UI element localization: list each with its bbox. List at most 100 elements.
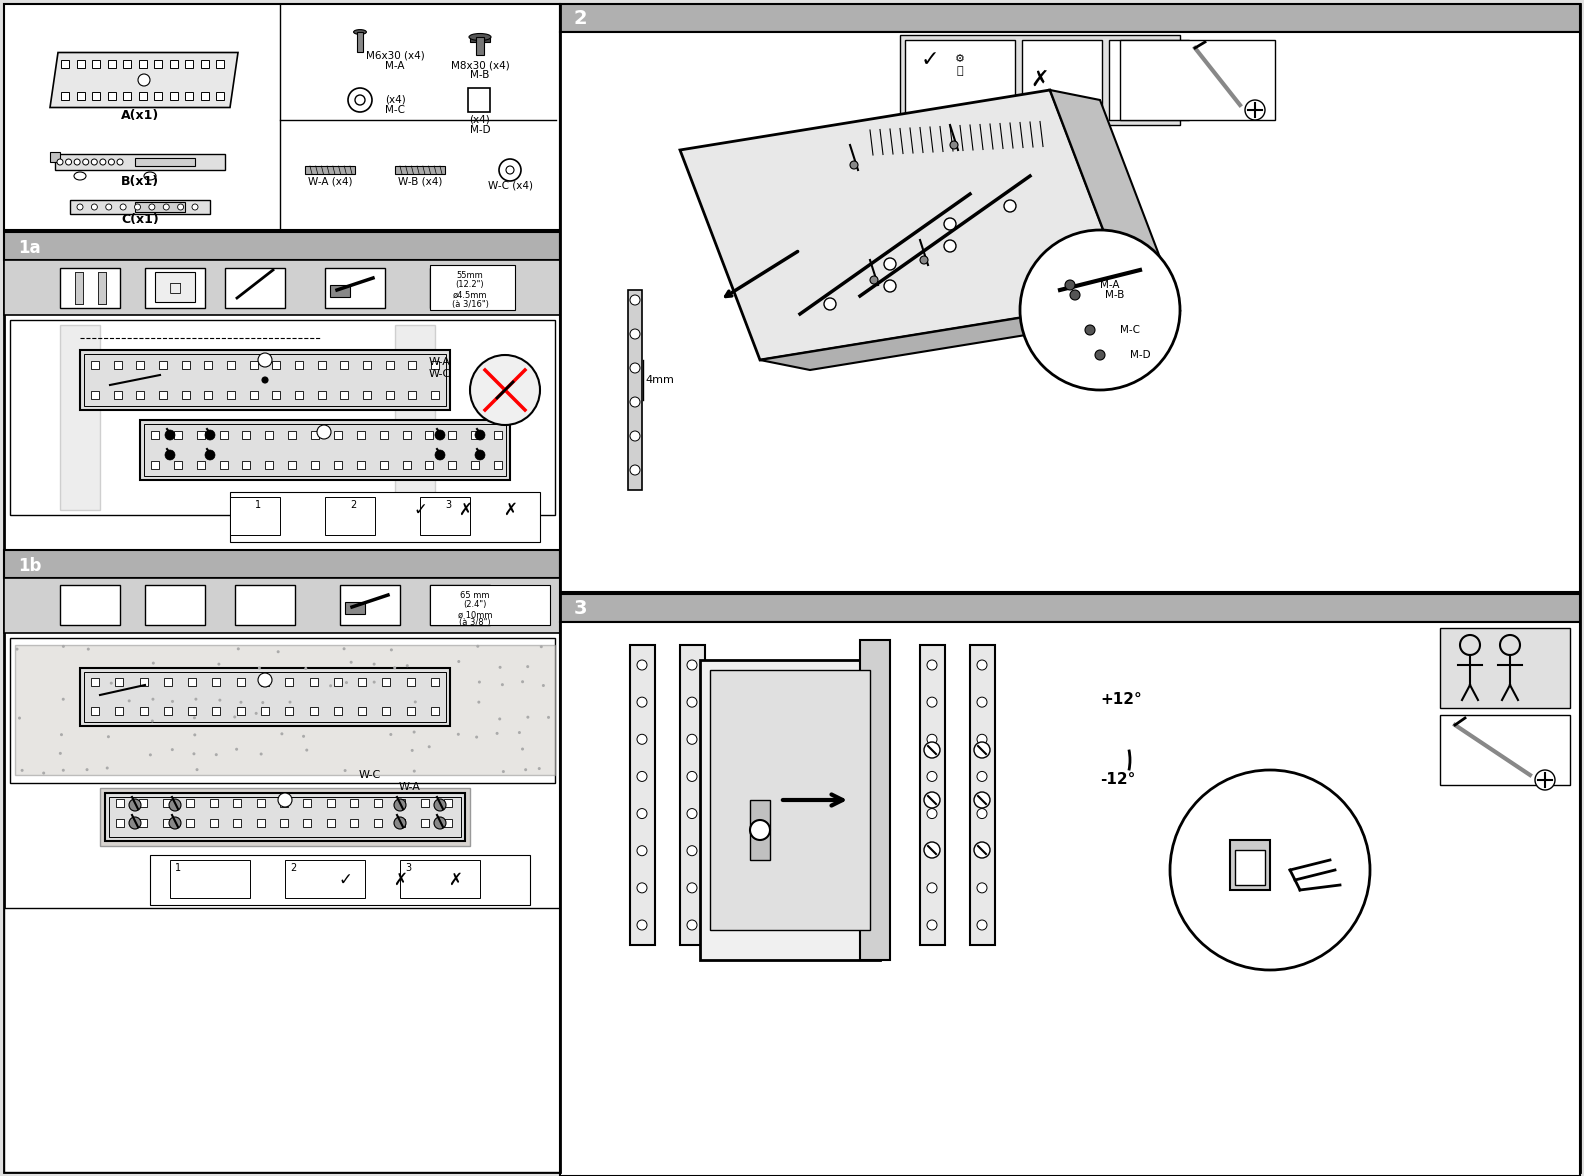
Circle shape (117, 159, 124, 165)
Circle shape (393, 667, 396, 669)
Circle shape (258, 673, 272, 687)
Bar (209, 818, 217, 827)
Bar (242, 430, 250, 439)
Bar (318, 390, 326, 399)
Text: ✓: ✓ (413, 501, 428, 519)
Bar (394, 325, 436, 510)
Bar (444, 799, 451, 807)
Text: 1a: 1a (19, 239, 41, 258)
Circle shape (177, 203, 184, 211)
Circle shape (974, 742, 990, 759)
Circle shape (128, 683, 131, 686)
Circle shape (687, 846, 697, 856)
Circle shape (369, 715, 371, 719)
Bar (904, 40, 1015, 120)
Circle shape (82, 159, 89, 165)
Circle shape (192, 203, 198, 211)
Circle shape (630, 295, 640, 305)
Bar (230, 497, 280, 535)
Circle shape (1171, 770, 1370, 970)
Bar (409, 361, 417, 369)
Text: ✓: ✓ (337, 871, 352, 889)
Circle shape (92, 159, 97, 165)
Circle shape (927, 809, 938, 818)
Bar (374, 799, 382, 807)
Bar (448, 430, 456, 439)
Bar (1109, 40, 1190, 120)
Circle shape (1064, 280, 1076, 290)
Circle shape (86, 661, 89, 663)
Bar (108, 92, 116, 100)
Bar (187, 818, 195, 827)
Bar (257, 799, 265, 807)
Text: W-C: W-C (429, 369, 451, 379)
Ellipse shape (144, 172, 155, 180)
Bar (135, 202, 185, 212)
Bar (138, 92, 146, 100)
Bar (146, 584, 204, 624)
Bar (138, 60, 146, 68)
Bar (212, 707, 220, 715)
Bar (334, 430, 342, 439)
Bar (402, 461, 410, 469)
Circle shape (927, 660, 938, 670)
Bar (900, 35, 1180, 125)
Bar (325, 268, 385, 308)
Text: +12°: +12° (1099, 693, 1142, 708)
Text: M-C: M-C (385, 105, 406, 115)
Bar (680, 644, 705, 946)
Text: 1b: 1b (19, 557, 41, 575)
Circle shape (60, 755, 63, 759)
Text: ✓: ✓ (920, 51, 939, 71)
Bar (421, 799, 429, 807)
Circle shape (208, 750, 211, 753)
Bar (341, 361, 348, 369)
Bar (139, 818, 147, 827)
Circle shape (436, 430, 445, 440)
Circle shape (505, 166, 513, 174)
Bar (215, 92, 223, 100)
Circle shape (417, 716, 420, 720)
Circle shape (687, 809, 697, 818)
Circle shape (630, 363, 640, 373)
Bar (81, 668, 450, 726)
Circle shape (499, 159, 521, 181)
Circle shape (331, 700, 334, 702)
Bar (1231, 840, 1270, 890)
Bar (84, 354, 447, 406)
Polygon shape (51, 53, 238, 107)
Circle shape (436, 450, 445, 460)
Text: M-D: M-D (1129, 350, 1150, 360)
Bar (163, 818, 171, 827)
Circle shape (884, 258, 897, 270)
Text: ✗: ✗ (458, 501, 472, 519)
Circle shape (17, 646, 21, 648)
Bar (100, 788, 470, 846)
Circle shape (977, 734, 987, 744)
Bar (285, 860, 364, 898)
Text: W-A (x4): W-A (x4) (307, 178, 352, 187)
Bar (155, 272, 195, 302)
Circle shape (214, 647, 217, 650)
Bar (749, 800, 770, 860)
Bar (10, 320, 554, 515)
Circle shape (974, 842, 990, 858)
Circle shape (884, 280, 897, 292)
Bar (90, 679, 98, 686)
Bar (363, 361, 371, 369)
Circle shape (475, 766, 478, 769)
Bar (154, 60, 162, 68)
Bar (285, 707, 293, 715)
Circle shape (303, 751, 306, 755)
Circle shape (1004, 200, 1015, 212)
Bar (188, 707, 196, 715)
Circle shape (169, 799, 181, 811)
Bar (5, 550, 561, 577)
Text: ✗: ✗ (504, 501, 516, 519)
Polygon shape (1050, 91, 1180, 310)
Bar (234, 584, 295, 624)
Bar (350, 799, 358, 807)
Circle shape (521, 647, 523, 649)
Ellipse shape (353, 29, 366, 34)
Bar (62, 60, 70, 68)
